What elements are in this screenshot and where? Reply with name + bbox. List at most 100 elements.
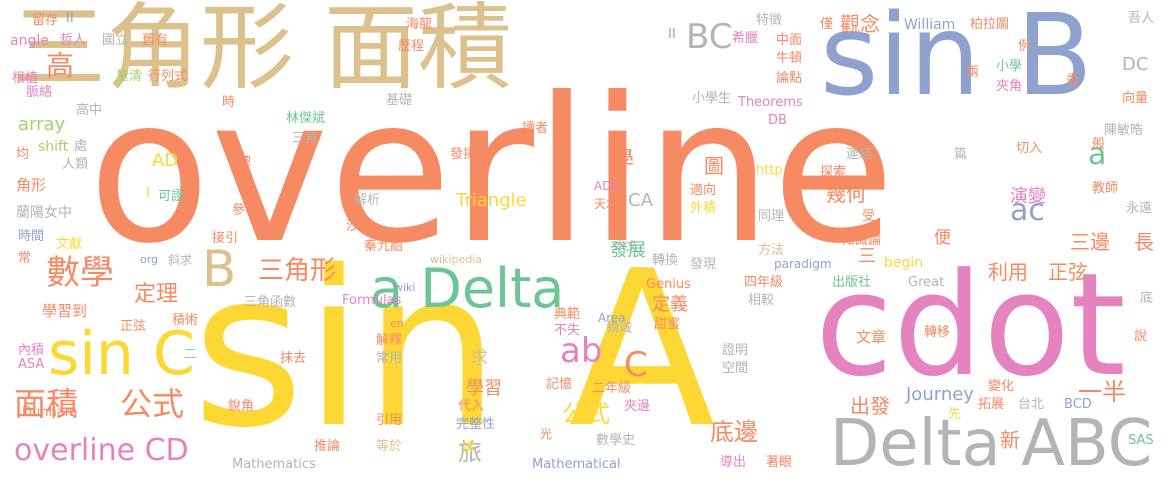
word-jiyi: 記憶 bbox=[546, 377, 573, 392]
word-zong: 總 bbox=[238, 155, 252, 170]
word-tuilun: 推論 bbox=[314, 439, 341, 454]
word-tedian: 特徵 bbox=[756, 13, 783, 28]
word-zhuanhuan: 轉換 bbox=[652, 253, 679, 268]
word-taibei: 台北 bbox=[1018, 397, 1045, 412]
word-renlei: 人類 bbox=[62, 157, 89, 172]
word-jiajiao: 夾角 bbox=[996, 79, 1023, 94]
word-duzhe: 讀者 bbox=[522, 121, 549, 136]
word-begin: begin bbox=[884, 255, 924, 271]
word-qinjiushao: 秦九韶 bbox=[364, 239, 404, 254]
word-san: 三 bbox=[858, 246, 876, 267]
word-chu: 處 bbox=[74, 139, 88, 154]
word-linjiebin: 林傑斌 bbox=[286, 111, 326, 126]
word-lanyang: 蘭陽女中 bbox=[16, 205, 72, 221]
word-chang: 長 bbox=[1134, 230, 1154, 254]
word-ban: 般 bbox=[1092, 137, 1106, 152]
word-di: 底 bbox=[1140, 291, 1154, 306]
word-paradigm: paradigm bbox=[774, 257, 832, 271]
word-fazhan: 發展 bbox=[610, 240, 646, 261]
word-sanjiao: 三角 bbox=[292, 131, 319, 146]
word-chubanshe: 出版社 bbox=[832, 275, 872, 290]
word-c: C bbox=[624, 345, 648, 385]
word-ii: II bbox=[66, 11, 74, 26]
word-sin-b: sin B bbox=[820, 0, 1093, 121]
word-xila: 希臘 bbox=[732, 31, 759, 46]
word-zheren: 哲人 bbox=[60, 33, 87, 48]
word-er: 二 bbox=[184, 347, 198, 362]
word-xiaoxuesheng: 小學生 bbox=[692, 91, 732, 106]
word-tu: 圖 bbox=[704, 154, 724, 178]
word-zhengxian2: 正弦 bbox=[120, 319, 147, 334]
word-jichu: 基礎 bbox=[386, 93, 413, 108]
word-genzhi: 根植 bbox=[12, 71, 39, 86]
word-jieshi: 解釋 bbox=[376, 333, 403, 348]
word-zhuanyi: 轉移 bbox=[924, 325, 951, 340]
word-shuo: 說 bbox=[1134, 329, 1148, 344]
word-gongshi2: 公式 bbox=[562, 400, 610, 428]
word-jihe: 幾何 bbox=[826, 182, 866, 206]
word-zhongmian: 中面 bbox=[776, 33, 803, 48]
word-zhuyan: 著眼 bbox=[766, 455, 793, 470]
word-wikipedia: wikipedia bbox=[430, 253, 483, 266]
word-shi2: 適向 bbox=[690, 183, 717, 198]
word-sin-c: sin C bbox=[48, 319, 195, 389]
word-org: org bbox=[140, 253, 159, 266]
word-banyi: 一半 bbox=[1078, 378, 1126, 406]
word-yongyuan: 永遠 bbox=[1126, 201, 1153, 216]
word-shadi: 沙地 bbox=[346, 219, 373, 234]
word-jun: 均 bbox=[16, 147, 30, 162]
word-tuozhan: 拓展 bbox=[978, 397, 1005, 412]
word-zhengming: 證明 bbox=[722, 343, 749, 358]
word-sin-a: sin A bbox=[192, 224, 716, 475]
word-guannian: 觀念 bbox=[840, 12, 880, 36]
word-bc: BC bbox=[686, 17, 733, 57]
word-mathematical: Mathematical bbox=[532, 457, 621, 472]
word-mathematics: Mathematics bbox=[232, 457, 316, 472]
word-neijing: 內積 bbox=[18, 343, 45, 358]
word-niudun: 牛頓 bbox=[776, 51, 803, 66]
word-benwen: 本文 bbox=[614, 239, 639, 253]
word-shou: 受 bbox=[862, 209, 876, 224]
word-xiangjiao: 相較 bbox=[748, 293, 775, 308]
word-sas: SAS bbox=[1128, 433, 1154, 448]
word-sinianji: 四年級 bbox=[744, 275, 784, 290]
word-haichen: 海龍 bbox=[406, 17, 433, 32]
word-http: http bbox=[756, 163, 783, 178]
word-b: B bbox=[202, 240, 237, 298]
word-gao: 高 bbox=[46, 49, 75, 82]
word-qieru: 切入 bbox=[1016, 141, 1043, 156]
word-sanbian: 三邊 bbox=[1070, 230, 1110, 254]
word-daochu: 導出 bbox=[720, 455, 747, 470]
word-triangle-area: 三角形 面積 bbox=[12, 0, 512, 103]
word-jiaoshi: 教師 bbox=[1092, 181, 1119, 196]
word-ab: ab bbox=[560, 331, 603, 371]
word-yinyong: 引用 bbox=[376, 413, 403, 428]
word-wuren: 吾人 bbox=[1128, 11, 1155, 26]
word-jiaoxing: 角形 bbox=[16, 176, 47, 194]
word-didian: 底邊 bbox=[710, 418, 758, 446]
word-i: I bbox=[146, 185, 151, 201]
word-liucun: 留存 bbox=[32, 13, 59, 28]
word-wanzhengxing: 完整性 bbox=[456, 417, 496, 432]
word-en: en bbox=[390, 317, 404, 330]
word-shijian: 時間 bbox=[18, 229, 45, 244]
word-xiexiu: 斜求 bbox=[168, 253, 193, 267]
word-triangle: Triangle bbox=[456, 190, 527, 211]
word-gaozhong: 高中 bbox=[76, 103, 103, 118]
word-kongjian: 空間 bbox=[722, 361, 749, 376]
word-overline-cd: overline CD bbox=[14, 433, 189, 468]
word-liang: 兩 bbox=[966, 65, 980, 80]
word-yanbian: 演變 bbox=[1010, 186, 1046, 207]
word-overline: overline bbox=[88, 55, 895, 288]
word-shuxueshi: 數學史 bbox=[596, 433, 636, 448]
word-xiaoxue: 小學 bbox=[996, 59, 1023, 74]
word-jiabian: 夾邊 bbox=[624, 399, 651, 414]
word-tianmi: 甜蜜 bbox=[654, 317, 681, 332]
word-ruijiao: 銳角 bbox=[228, 399, 255, 414]
word-xin: 新 bbox=[1000, 428, 1020, 452]
word-a: a bbox=[1088, 137, 1107, 172]
word-angle: angle bbox=[10, 33, 49, 49]
word-wenzhang: 文章 bbox=[856, 328, 887, 346]
word-dc: DC bbox=[1122, 54, 1149, 75]
